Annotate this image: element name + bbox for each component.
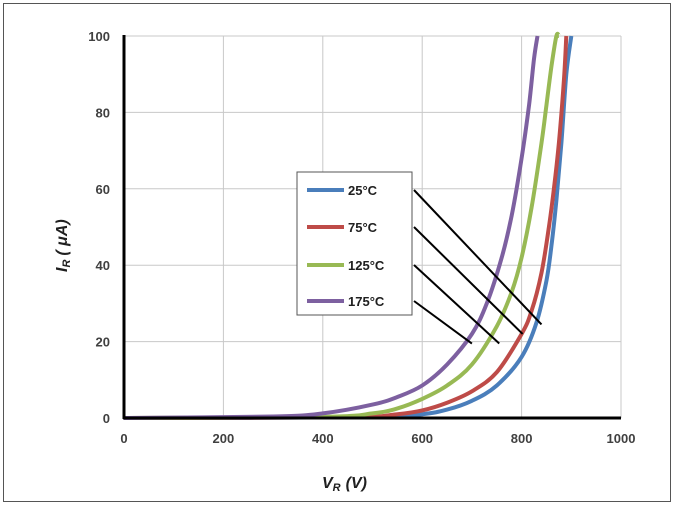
callout-line — [413, 189, 543, 326]
y-axis-title: IR( μA) — [54, 219, 73, 272]
x-tick-label: 200 — [213, 431, 235, 446]
legend-label: 125°C — [348, 258, 385, 273]
y-tick-label: 80 — [96, 105, 110, 120]
callout-lines — [413, 189, 543, 345]
axes — [122, 35, 621, 420]
y-tick-label: 60 — [96, 182, 110, 197]
x-axis-title: VR (V) — [322, 475, 367, 494]
legend-label: 25°C — [348, 183, 378, 198]
y-tick-label: 100 — [88, 29, 110, 44]
x-tick-label: 600 — [411, 431, 433, 446]
callout-line — [413, 264, 500, 345]
callout-line — [413, 226, 524, 335]
y-tick-label: 0 — [103, 411, 110, 426]
x-tick-label: 800 — [511, 431, 533, 446]
x-tick-label: 400 — [312, 431, 334, 446]
legend-label: 75°C — [348, 220, 378, 235]
series-line-3 — [123, 31, 561, 420]
y-tick-label: 40 — [96, 258, 110, 273]
y-tick-label: 20 — [96, 335, 110, 350]
x-tick-label: 0 — [120, 431, 127, 446]
legend: 25°C 75°C 125°C 175°C — [296, 171, 413, 316]
callout-line — [413, 300, 473, 345]
legend-box — [296, 171, 413, 316]
grid — [124, 35, 622, 418]
legend-label: 175°C — [348, 294, 385, 309]
series-line-2 — [123, 35, 569, 420]
tick-labels: 0 200 400 600 800 1000 0 20 40 60 80 100 — [88, 29, 635, 446]
series-line-1 — [123, 35, 574, 420]
x-tick-label: 1000 — [607, 431, 636, 446]
